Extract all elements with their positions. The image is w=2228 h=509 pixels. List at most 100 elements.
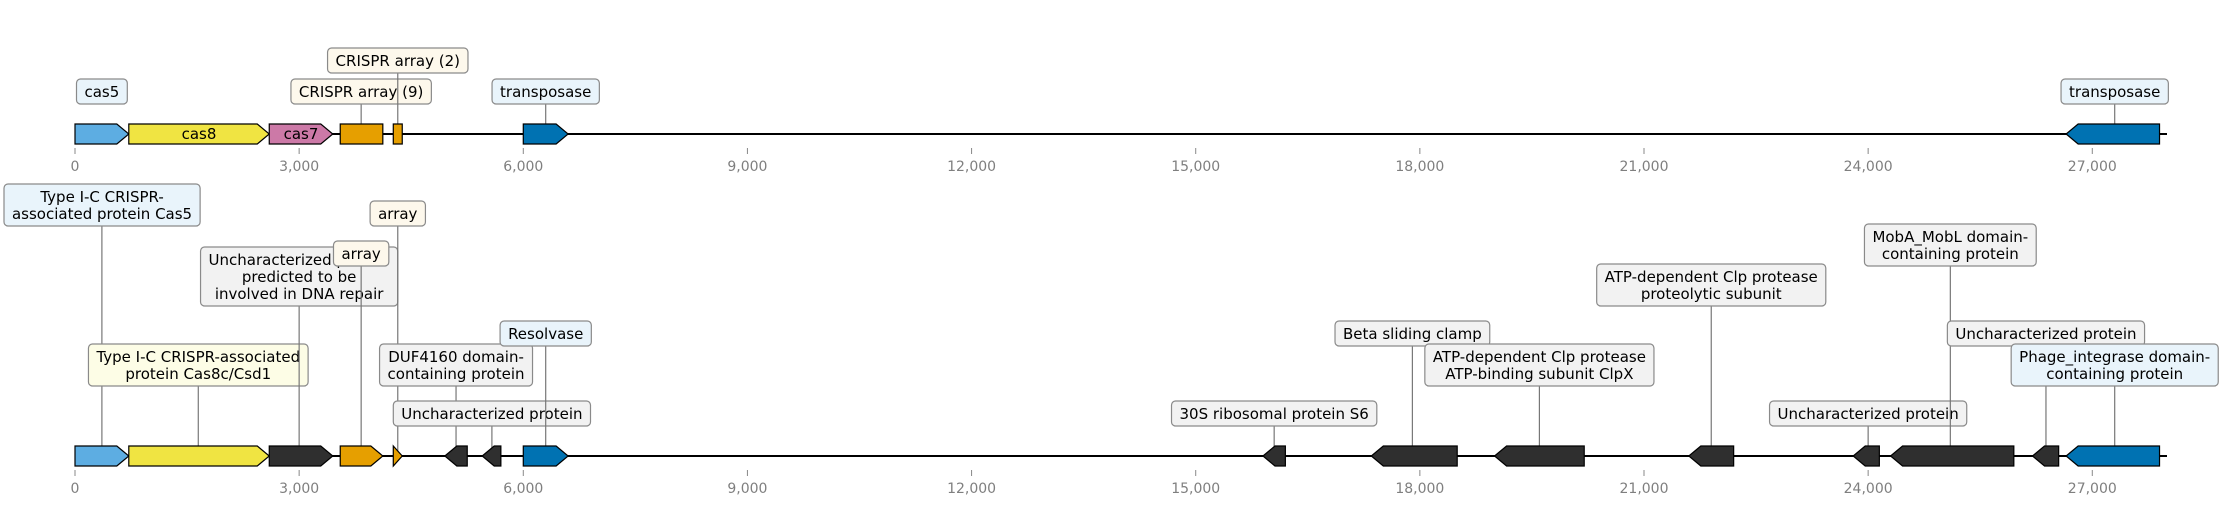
axis-tick-label: 27,000: [2068, 159, 2117, 175]
annotation-box: [326, 47, 469, 74]
gene-feature: [2065, 123, 2161, 145]
gene-feature: [443, 445, 468, 467]
annotation-box: [75, 78, 128, 105]
annotation-box: [87, 343, 309, 387]
annotation-box: [369, 200, 427, 227]
annotation-label-line: Uncharacterized protein: [1955, 325, 2136, 343]
annotation-box: [1170, 400, 1378, 427]
annotation-label-line: transposase: [500, 83, 591, 101]
annotation-box: [2010, 343, 2219, 387]
axis-tick-label: 27,000: [2068, 481, 2117, 497]
gene-feature: [74, 445, 130, 467]
annotation-label-line: MobA_MobL domain-: [1872, 228, 2028, 247]
gene-feature: [268, 123, 334, 145]
gene-feature: [392, 123, 403, 145]
annotation-label: Type I-C CRISPR-associated protein Cas8c/…: [95, 348, 300, 383]
annotation-label-line: Type I-C CRISPR-associated: [95, 348, 300, 366]
annotation-label: Type I-C CRISPR-associated protein Cas5: [12, 188, 192, 223]
annotation-box: [1596, 263, 1827, 307]
axis-tick-label: 0: [71, 159, 80, 175]
axis-tick-label: 9,000: [727, 159, 767, 175]
annotation-box: [1334, 320, 1491, 347]
annotation-label: ATP-dependent Clp protease proteolytic su…: [1605, 268, 1818, 303]
annotation-label: array: [341, 245, 380, 263]
axis-tick-label: 18,000: [1395, 481, 1444, 497]
gene-feature-label: cas7: [284, 125, 319, 143]
annotation-label: transposase: [500, 83, 591, 101]
axis-tick-label: 6,000: [503, 159, 543, 175]
gene-feature: [392, 444, 404, 468]
annotation-box: [392, 400, 592, 427]
annotation-label-line: Type I-C CRISPR-: [39, 188, 163, 206]
annotation-label-line: predicted to be: [242, 268, 357, 286]
annotation-label-line: array: [378, 205, 417, 223]
axis-tick-label: 12,000: [947, 481, 996, 497]
annotation-label-line: containing protein: [1882, 245, 2019, 263]
gene-feature: [339, 445, 384, 467]
annotations: cas5 CRISPR array (9) CRISPR array (2) tran…: [75, 47, 2169, 134]
annotation-label: CRISPR array (2): [336, 52, 460, 70]
axis-tick-label: 24,000: [1844, 159, 1893, 175]
annotation-box: [2060, 78, 2169, 105]
annotation-box: [290, 78, 432, 105]
axis-tick-label: 18,000: [1395, 159, 1444, 175]
annotation-label-line: ATP-dependent Clp protease: [1605, 268, 1818, 286]
annotation-label-line: containing protein: [388, 365, 525, 383]
features: cas8 cas7: [74, 123, 2161, 145]
annotation-label-line: Resolvase: [508, 325, 583, 343]
annotation-box: [491, 78, 600, 105]
gene-feature: [1493, 445, 1585, 467]
annotation-box: [3, 183, 201, 227]
annotation-label: 30S ribosomal protein S6: [1180, 405, 1369, 423]
axis-tick-label: 6,000: [503, 481, 543, 497]
annotation-box: [1863, 223, 2037, 267]
axis-tick-label: 15,000: [1171, 481, 1220, 497]
track-detail: 0 3,000 6,000 9,000 12,000 15,000 18,000 21,000…: [3, 183, 2219, 497]
axis-tick-label: 24,000: [1844, 481, 1893, 497]
gene-feature: [128, 445, 271, 467]
annotation-label-line: array: [341, 245, 380, 263]
annotation-label: Resolvase: [508, 325, 583, 343]
gene-feature: [522, 445, 570, 467]
gene-feature: [339, 123, 384, 145]
annotation-label-line: CRISPR array (2): [336, 52, 460, 70]
annotation-label-line: CRISPR array (9): [299, 83, 423, 101]
annotation-label: Uncharacterized protein: [1955, 325, 2136, 343]
axis-tick-label: 21,000: [1620, 481, 1669, 497]
annotation-label-line: Uncharacterized protein: [401, 405, 582, 423]
gene-feature: [268, 445, 334, 467]
gene-feature: [481, 445, 502, 467]
axis-tick-label: 12,000: [947, 159, 996, 175]
gene-feature: [128, 123, 271, 145]
gene-feature: [2031, 445, 2060, 467]
annotation-box: [1768, 400, 1968, 427]
axis-tick-label: 21,000: [1620, 159, 1669, 175]
annotation-label-line: ATP-binding subunit ClpX: [1445, 365, 1633, 383]
annotation-label-line: cas5: [84, 83, 119, 101]
annotation-box: [332, 240, 390, 267]
gene-feature: [1889, 445, 2015, 467]
annotation-label-line: 30S ribosomal protein S6: [1180, 405, 1369, 423]
annotation-label-line: involved in DNA repair: [215, 285, 384, 303]
annotation-box: [499, 320, 592, 347]
annotation-label-line: DUF4160 domain-: [388, 348, 524, 366]
annotation-label-line: transposase: [2069, 83, 2160, 101]
axis-tick-label: 9,000: [727, 481, 767, 497]
annotation-label: cas5: [84, 83, 119, 101]
annotation-label: CRISPR array (9): [299, 83, 423, 101]
annotation-label: Uncharacterized protein: [401, 405, 582, 423]
gene-feature: [1687, 445, 1735, 467]
annotation-box: [1424, 343, 1655, 387]
annotation-label: Beta sliding clamp: [1343, 325, 1482, 343]
annotation-label-line: Uncharacterized protein: [1778, 405, 1959, 423]
annotation-label-line: ATP-dependent Clp protease: [1433, 348, 1646, 366]
annotation-label: ATP-dependent Clp protease ATP-binding su…: [1433, 348, 1646, 383]
annotation-label-line: protein Cas8c/Csd1: [125, 365, 271, 383]
axis-tick-label: 3,000: [279, 481, 319, 497]
annotation-label: MobA_MobL domain-containing protein: [1872, 228, 2028, 263]
axis-tick-label: 0: [71, 481, 80, 497]
annotation-label-line: containing protein: [2046, 365, 2183, 383]
annotation-label-line: proteolytic subunit: [1641, 285, 1782, 303]
annotation-label: array: [378, 205, 417, 223]
